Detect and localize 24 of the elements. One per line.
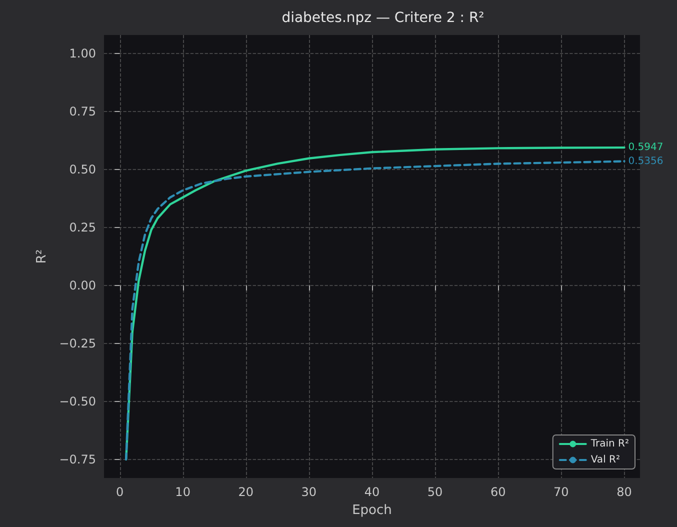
x-tick-label: 80 [616, 485, 632, 499]
y-tick-label: −0.25 [59, 336, 96, 350]
x-tick-label: 60 [490, 485, 506, 499]
x-tick-label: 70 [554, 485, 569, 499]
x-tick-label: 30 [301, 485, 317, 499]
x-tick-label: 20 [238, 485, 254, 499]
annotation: 0.5947 [628, 142, 664, 154]
y-tick-label: −0.50 [59, 394, 96, 408]
y-tick-label: −0.75 [59, 452, 96, 466]
x-tick-label: 0 [116, 485, 124, 499]
x-tick-label: 50 [427, 485, 443, 499]
y-tick-label: 1.00 [69, 46, 96, 61]
x-axis-title: Epoch [352, 503, 392, 518]
y-tick-label: 0.50 [69, 162, 96, 177]
chart-title: diabetes.npz — Critere 2 : R² [282, 10, 484, 26]
x-tick-label: 10 [175, 485, 190, 499]
annotation: 0.5356 [628, 156, 664, 167]
legend-label: Val R² [590, 454, 620, 466]
y-axis-title: R² [34, 249, 50, 264]
legend-label: Train R² [590, 438, 630, 450]
y-tick-label: 0.00 [69, 278, 96, 292]
y-tick-label: 0.25 [69, 220, 96, 235]
x-tick-label: 40 [364, 485, 380, 499]
y-tick-label: 0.75 [69, 104, 96, 119]
